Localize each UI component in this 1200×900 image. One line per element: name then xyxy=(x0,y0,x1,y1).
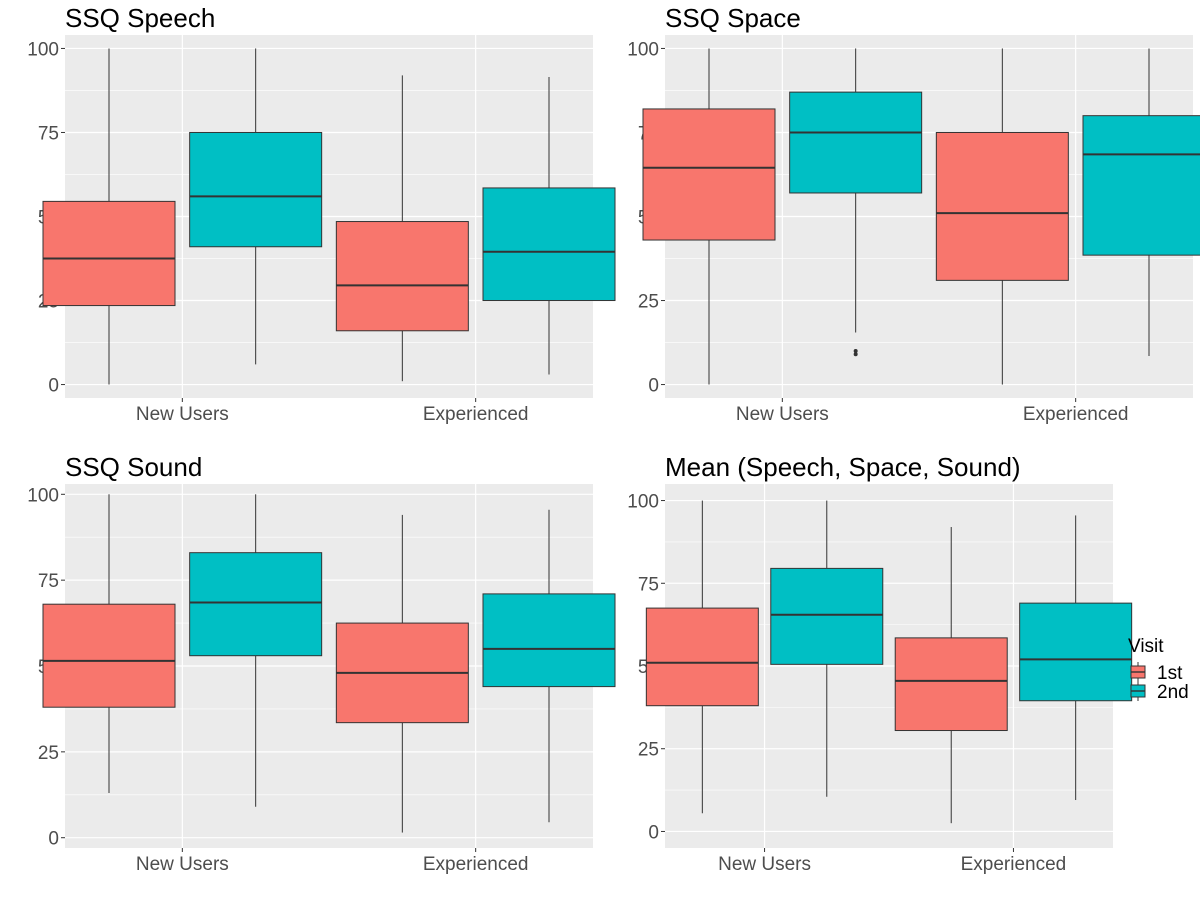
box-1st-experienced xyxy=(894,527,1008,824)
box-1st-experienced xyxy=(335,514,469,833)
box-2nd-experienced xyxy=(1019,515,1133,801)
box-2nd-experienced xyxy=(482,77,616,375)
iqr-box xyxy=(482,187,616,302)
legend-label-1st: 1st xyxy=(1157,663,1183,684)
box-2nd-experienced xyxy=(482,509,616,823)
legend-title: Visit xyxy=(1128,636,1164,657)
panel-title: SSQ Speech xyxy=(65,3,215,33)
panel-title: SSQ Space xyxy=(665,3,801,33)
y-tick-label: 25 xyxy=(38,743,59,764)
panel-mean: Mean (Speech, Space, Sound) 0255075100Ne… xyxy=(627,452,1133,875)
legend-entry-1st: 1st xyxy=(1130,662,1183,684)
iqr-box xyxy=(189,131,323,248)
y-tick-label: 25 xyxy=(638,292,659,313)
iqr-box xyxy=(335,221,469,332)
y-tick-label: 75 xyxy=(638,574,659,595)
box-2nd-new-users xyxy=(770,500,884,797)
x-tick-label: New Users xyxy=(136,854,229,875)
box-2nd-new-users xyxy=(189,48,323,365)
y-tick-label: 25 xyxy=(638,740,659,761)
y-tick-label: 100 xyxy=(627,39,659,60)
x-tick-label: Experienced xyxy=(1023,404,1129,425)
iqr-box xyxy=(189,552,323,657)
x-tick-label: New Users xyxy=(136,404,229,425)
panel-ssq-speech: SSQ Speech 0255075100New UsersExperience… xyxy=(27,3,616,425)
y-tick-label: 75 xyxy=(38,123,59,144)
y-tick-label: 100 xyxy=(27,485,59,506)
box-1st-new-users xyxy=(42,48,176,385)
y-tick-label: 100 xyxy=(627,492,659,513)
iqr-box xyxy=(42,603,176,708)
x-tick-label: Experienced xyxy=(961,854,1067,875)
y-tick-label: 75 xyxy=(38,571,59,592)
box-1st-new-users xyxy=(645,500,759,814)
box-2nd-new-users xyxy=(189,494,323,807)
iqr-box xyxy=(1019,602,1133,702)
y-tick-label: 100 xyxy=(27,39,59,60)
outlier-point xyxy=(853,352,858,357)
iqr-box xyxy=(770,567,884,665)
iqr-box xyxy=(642,108,776,241)
iqr-box xyxy=(935,131,1069,281)
legend-entry-2nd: 2nd xyxy=(1130,681,1189,703)
iqr-box xyxy=(894,637,1008,732)
iqr-box xyxy=(645,607,759,707)
iqr-box xyxy=(789,91,923,194)
box-1st-new-users xyxy=(42,494,176,794)
y-tick-label: 0 xyxy=(48,829,59,850)
iqr-box xyxy=(482,593,616,688)
legend: Visit 1st 2nd xyxy=(1128,636,1189,703)
box-2nd-new-users xyxy=(789,48,923,357)
y-tick-label: 0 xyxy=(648,376,659,397)
box-2nd-experienced xyxy=(1082,48,1200,356)
y-tick-label: 0 xyxy=(48,376,59,397)
x-tick-label: Experienced xyxy=(423,854,529,875)
x-tick-label: New Users xyxy=(718,854,811,875)
iqr-box xyxy=(1082,115,1200,256)
iqr-box xyxy=(42,200,176,307)
x-tick-label: Experienced xyxy=(423,404,529,425)
box-1st-experienced xyxy=(335,75,469,382)
box-1st-experienced xyxy=(935,48,1069,385)
x-tick-label: New Users xyxy=(736,404,829,425)
panel-title: Mean (Speech, Space, Sound) xyxy=(665,452,1021,482)
outlier-point xyxy=(853,348,858,353)
y-tick-label: 0 xyxy=(648,822,659,843)
legend-label-2nd: 2nd xyxy=(1157,682,1189,703)
box-1st-new-users xyxy=(642,48,776,385)
panel-title: SSQ Sound xyxy=(65,452,202,482)
